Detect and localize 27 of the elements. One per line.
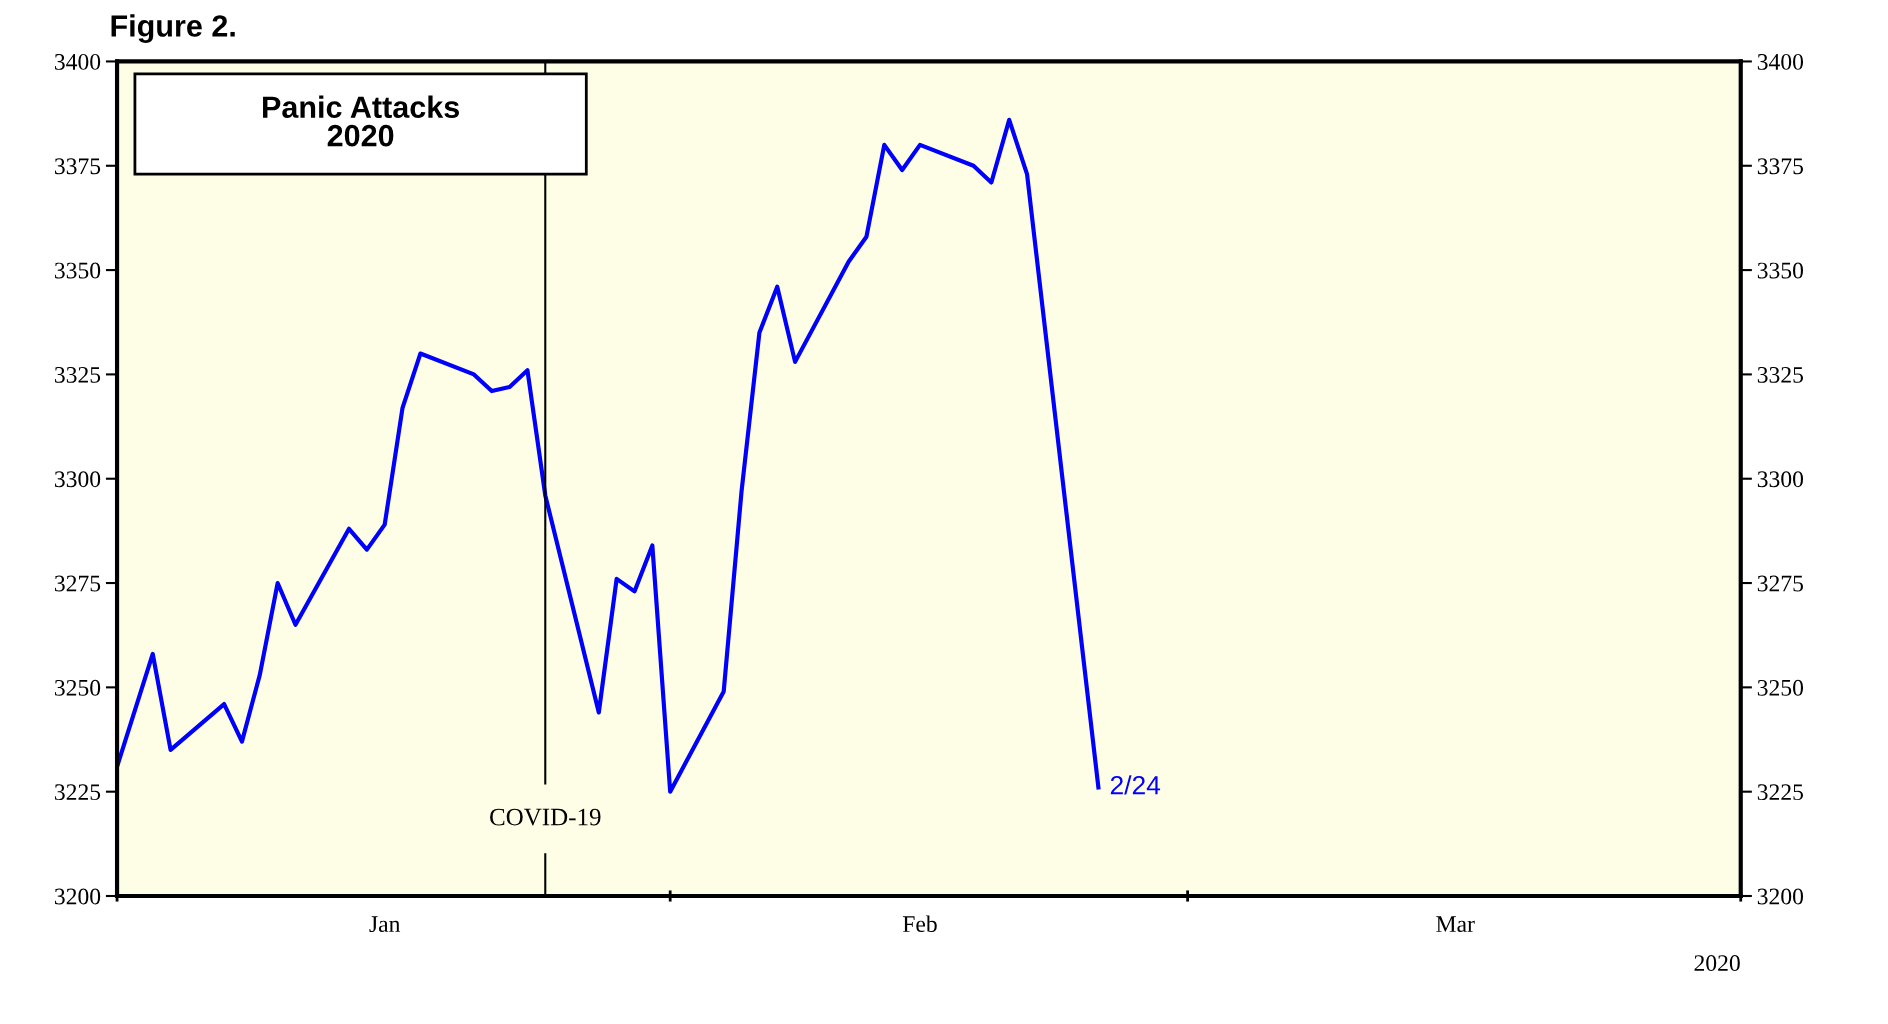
y2-tick-label: 3400 bbox=[1757, 53, 1804, 70]
y-tick-label: 3325 bbox=[54, 366, 101, 383]
y-tick-label: 3300 bbox=[54, 471, 101, 488]
text: 2020 bbox=[1694, 955, 1740, 972]
y2-tick-label: 3350 bbox=[1757, 262, 1804, 279]
y-tick-label: 3400 bbox=[54, 53, 101, 70]
y-tick-label: 3350 bbox=[54, 262, 101, 279]
line-series bbox=[117, 117, 1101, 794]
y2-tick-label: 3225 bbox=[1757, 784, 1804, 801]
y2-tick-label: 3275 bbox=[1757, 575, 1804, 592]
y2-tick-label: 3250 bbox=[1757, 679, 1804, 696]
y-tick-label: 3375 bbox=[54, 158, 101, 175]
x-tick-label: Mar bbox=[1436, 916, 1475, 933]
chart-title: Figure 2. bbox=[111, 14, 235, 43]
y2-tick-label: 3325 bbox=[1757, 366, 1804, 383]
text: Panic Attacks 2020 bbox=[263, 95, 459, 147]
y-tick-label: 3250 bbox=[54, 679, 101, 696]
y2-tick-label: 3375 bbox=[1757, 158, 1804, 175]
y2-tick-label: 3200 bbox=[1757, 888, 1804, 905]
ref-line-label: COVID-19 bbox=[490, 808, 601, 826]
y-tick-label: 3225 bbox=[54, 784, 101, 801]
x-tick-label: Jan bbox=[369, 916, 401, 933]
x-tick-label: Feb bbox=[902, 915, 937, 933]
annotation: 2/24 bbox=[1110, 775, 1161, 795]
y-tick-label: 3200 bbox=[54, 888, 101, 905]
y-tick-label: 3275 bbox=[54, 575, 101, 592]
y2-tick-label: 3300 bbox=[1757, 471, 1804, 488]
